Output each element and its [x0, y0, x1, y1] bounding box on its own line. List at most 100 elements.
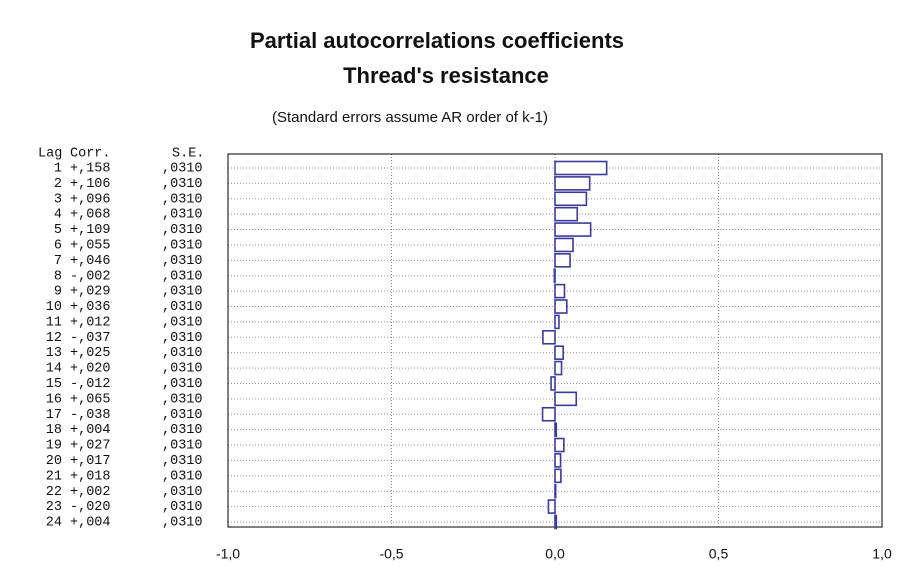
se-label: ,0310	[162, 423, 203, 438]
lag-label: 12	[46, 331, 62, 346]
lag-label: 11	[46, 315, 62, 330]
lag-label: 13	[46, 346, 62, 361]
bar	[554, 283, 566, 299]
x-tick-label: 1,0	[872, 546, 892, 562]
lag-label: 3	[54, 192, 62, 207]
lag-label: 20	[46, 454, 62, 469]
corr-label: -,002	[70, 269, 111, 284]
corr-label: +,004	[70, 516, 111, 531]
bar	[554, 299, 568, 314]
bar	[554, 345, 564, 360]
column-header: Corr.	[70, 147, 111, 162]
lag-label: 1	[54, 162, 62, 177]
column-header: S.E.	[172, 147, 204, 162]
se-label: ,0310	[162, 239, 203, 254]
bar	[554, 222, 592, 237]
bar	[554, 314, 560, 330]
se-label: ,0310	[162, 269, 203, 284]
note: (Standard errors assume AR order of k-1)	[272, 109, 548, 126]
lag-label: 10	[46, 300, 62, 315]
bar	[554, 468, 562, 484]
corr-label: -,012	[70, 377, 111, 392]
se-label: ,0310	[162, 485, 203, 500]
bar	[554, 160, 608, 176]
corr-label: +,036	[70, 300, 111, 315]
corr-label: +,029	[70, 285, 111, 300]
se-label: ,0310	[162, 285, 203, 300]
se-label: ,0310	[162, 346, 203, 361]
se-label: ,0310	[162, 315, 203, 330]
lag-label: 18	[46, 423, 62, 438]
corr-label: +,068	[70, 208, 111, 223]
lag-label: 8	[54, 269, 62, 284]
corr-label: -,037	[70, 331, 111, 346]
corr-label: +,065	[70, 392, 111, 407]
bar	[554, 206, 579, 222]
lag-label: 21	[46, 469, 62, 484]
bar	[550, 376, 556, 391]
bar	[553, 268, 556, 284]
lag-label: 24	[46, 516, 62, 531]
se-label: ,0310	[162, 254, 203, 269]
corr-label: +,158	[70, 162, 111, 177]
se-label: ,0310	[162, 192, 203, 207]
chart-subtitle: Thread's resistance	[343, 63, 549, 88]
bar	[554, 391, 578, 407]
corr-label: +,020	[70, 362, 111, 377]
corr-label: +,109	[70, 223, 111, 238]
x-tick-label: 0,0	[545, 546, 565, 562]
lag-label: 7	[54, 254, 62, 269]
se-label: ,0310	[162, 362, 203, 377]
se-label: ,0310	[162, 500, 203, 515]
bar	[554, 437, 565, 453]
corr-label: +,027	[70, 439, 111, 454]
lag-label: 22	[46, 485, 62, 500]
corr-label: +,012	[70, 315, 111, 330]
se-label: ,0310	[162, 331, 203, 346]
se-label: ,0310	[162, 408, 203, 423]
se-label: ,0310	[162, 469, 203, 484]
chart-title: Partial autocorrelations coefficients	[250, 28, 624, 53]
lag-label: 14	[46, 362, 62, 377]
se-label: ,0310	[162, 177, 203, 192]
lag-label: 16	[46, 392, 62, 407]
lag-label: 17	[46, 408, 62, 423]
se-label: ,0310	[162, 516, 203, 531]
corr-label: +,017	[70, 454, 111, 469]
se-label: ,0310	[162, 300, 203, 315]
corr-label: +,018	[70, 469, 111, 484]
bar	[554, 237, 574, 253]
corr-label: +,025	[70, 346, 111, 361]
bar	[554, 422, 558, 437]
column-header: Lag	[38, 147, 62, 162]
lag-label: 9	[54, 285, 62, 300]
bar	[554, 514, 558, 530]
corr-label: +,004	[70, 423, 111, 438]
bar	[541, 406, 556, 422]
bar	[542, 329, 556, 345]
se-label: ,0310	[162, 162, 203, 177]
bar	[554, 483, 557, 499]
lag-label: 19	[46, 439, 62, 454]
corr-label: +,046	[70, 254, 111, 269]
x-tick-label: -0,5	[379, 546, 403, 562]
lag-label: 2	[54, 177, 62, 192]
x-tick-label: 0,5	[709, 546, 729, 562]
lag-label: 23	[46, 500, 62, 515]
se-label: ,0310	[162, 392, 203, 407]
corr-label: +,055	[70, 239, 111, 254]
bar	[554, 176, 591, 191]
lag-label: 6	[54, 239, 62, 254]
corr-label: -,020	[70, 500, 111, 515]
bar	[554, 453, 562, 468]
bar	[554, 360, 563, 376]
bar	[554, 191, 588, 207]
lag-label: 15	[46, 377, 62, 392]
bar	[554, 253, 571, 268]
lag-label: 4	[54, 208, 62, 223]
lag-label: 5	[54, 223, 62, 238]
se-label: ,0310	[162, 208, 203, 223]
se-label: ,0310	[162, 377, 203, 392]
bar	[547, 499, 556, 514]
